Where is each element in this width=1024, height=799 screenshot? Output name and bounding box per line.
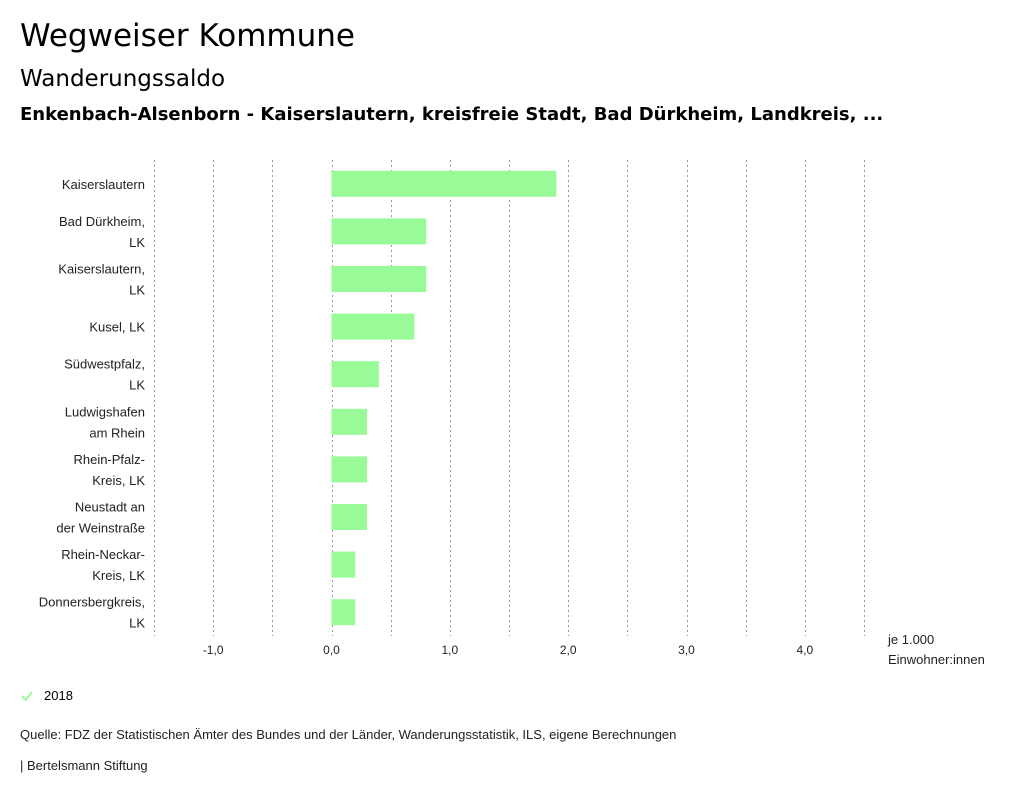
category-label: Rhein-Pfalz- Kreis, LK	[73, 452, 145, 488]
bar	[331, 361, 379, 388]
category-label-line: Kusel, LK	[89, 320, 145, 335]
chart-subtitle: Wanderungssaldo	[20, 66, 226, 92]
bar	[331, 218, 427, 245]
region-selection: Enkenbach-Alsenborn - Kaiserslautern, kr…	[20, 104, 884, 125]
unit-label: je 1.000 Einwohner:innen	[888, 630, 985, 670]
category-label: Südwestpfalz, LK	[64, 357, 145, 393]
category-label: Rhein-Neckar- Kreis, LK	[61, 547, 145, 583]
category-label-line: Rhein-Neckar-	[61, 547, 145, 562]
category-label-line: am Rhein	[89, 425, 145, 440]
category-label: Donnersbergkreis, LK	[39, 595, 146, 631]
category-label: Neustadt an der Weinstraße	[56, 500, 145, 536]
category-label-line: der Weinstraße	[56, 521, 145, 536]
x-tick-label: 2,0	[560, 643, 577, 657]
check-icon[interactable]	[20, 689, 34, 703]
legend[interactable]: 2018	[20, 688, 73, 703]
bar-chart: -1,0 0,0 1,0 2,0 3,0 4,0 Kaiserslautern Bad Dür…	[39, 160, 865, 657]
publisher-note: | Bertelsmann Stiftung	[20, 758, 148, 773]
category-label: Ludwigshafen am Rhein	[65, 404, 145, 440]
category-label-line: LK	[129, 283, 145, 298]
category-label: Kaiserslautern	[62, 177, 145, 192]
category-label-line: LK	[129, 616, 145, 631]
category-label-line: Neustadt an	[75, 500, 145, 515]
category-label-line: Ludwigshafen	[65, 404, 145, 419]
legend-label: 2018	[44, 688, 73, 703]
category-label-line: Kaiserslautern,	[58, 262, 145, 277]
category-label-line: Bad Dürkheim,	[59, 214, 145, 229]
bar	[331, 504, 367, 530]
x-tick-label: 1,0	[441, 643, 458, 657]
category-label-line: LK	[129, 235, 145, 250]
bar	[331, 456, 367, 483]
category-label-line: Südwestpfalz,	[64, 357, 145, 372]
bar	[331, 408, 367, 435]
chart-title: Wegweiser Kommune	[20, 18, 355, 54]
category-label-line: Kreis, LK	[92, 568, 145, 583]
x-tick-label: -1,0	[203, 643, 224, 657]
bar	[331, 170, 557, 197]
category-label-line: Kreis, LK	[92, 473, 145, 488]
category-label-line: Rhein-Pfalz-	[73, 452, 145, 467]
category-label-line: Donnersbergkreis,	[39, 595, 145, 610]
bar	[331, 313, 415, 340]
category-label-line: Kaiserslautern	[62, 177, 145, 192]
category-label-line: LK	[129, 378, 145, 393]
bar	[331, 266, 427, 292]
category-label: Bad Dürkheim, LK	[59, 214, 145, 250]
bar	[331, 551, 356, 578]
category-label: Kaiserslautern, LK	[58, 262, 145, 298]
bar	[331, 599, 356, 626]
x-tick-label: 4,0	[796, 643, 813, 657]
x-tick-label: 0,0	[323, 643, 340, 657]
unit-label-line-1: je 1.000	[888, 632, 935, 647]
x-tick-label: 3,0	[678, 643, 695, 657]
category-label: Kusel, LK	[89, 320, 145, 335]
source-note: Quelle: FDZ der Statistischen Ämter des …	[20, 727, 677, 742]
unit-label-line-2: Einwohner:innen	[888, 652, 985, 667]
